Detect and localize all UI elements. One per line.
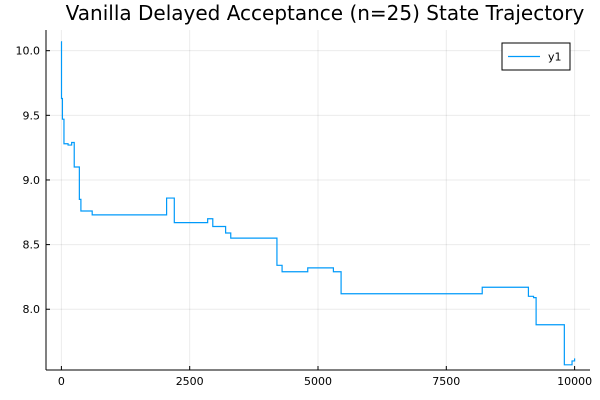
x-tick-label: 0 — [58, 375, 65, 388]
series-layer — [60, 41, 576, 366]
chart-title: Vanilla Delayed Acceptance (n=25) State … — [66, 1, 585, 25]
grid — [46, 30, 590, 370]
y-tick-label: 8.5 — [23, 239, 41, 252]
axes — [45, 30, 590, 371]
x-tick-label: 5000 — [304, 375, 332, 388]
y-tick-label: 9.0 — [23, 174, 41, 187]
tick-labels: 0 2500 5000 7500 10000 8.0 8.5 9.0 9.5 10.0 — [16, 45, 593, 388]
x-tick-label: 7500 — [432, 375, 460, 388]
legend: y1 — [501, 42, 571, 71]
series-line-y1 — [60, 41, 576, 366]
x-tick-label: 2500 — [176, 375, 204, 388]
legend-label: y1 — [548, 51, 562, 64]
y-tick-label: 9.5 — [23, 109, 41, 122]
x-tick-label: 10000 — [557, 375, 592, 388]
y-tick-label: 8.0 — [23, 303, 41, 316]
y-tick-label: 10.0 — [16, 45, 41, 58]
